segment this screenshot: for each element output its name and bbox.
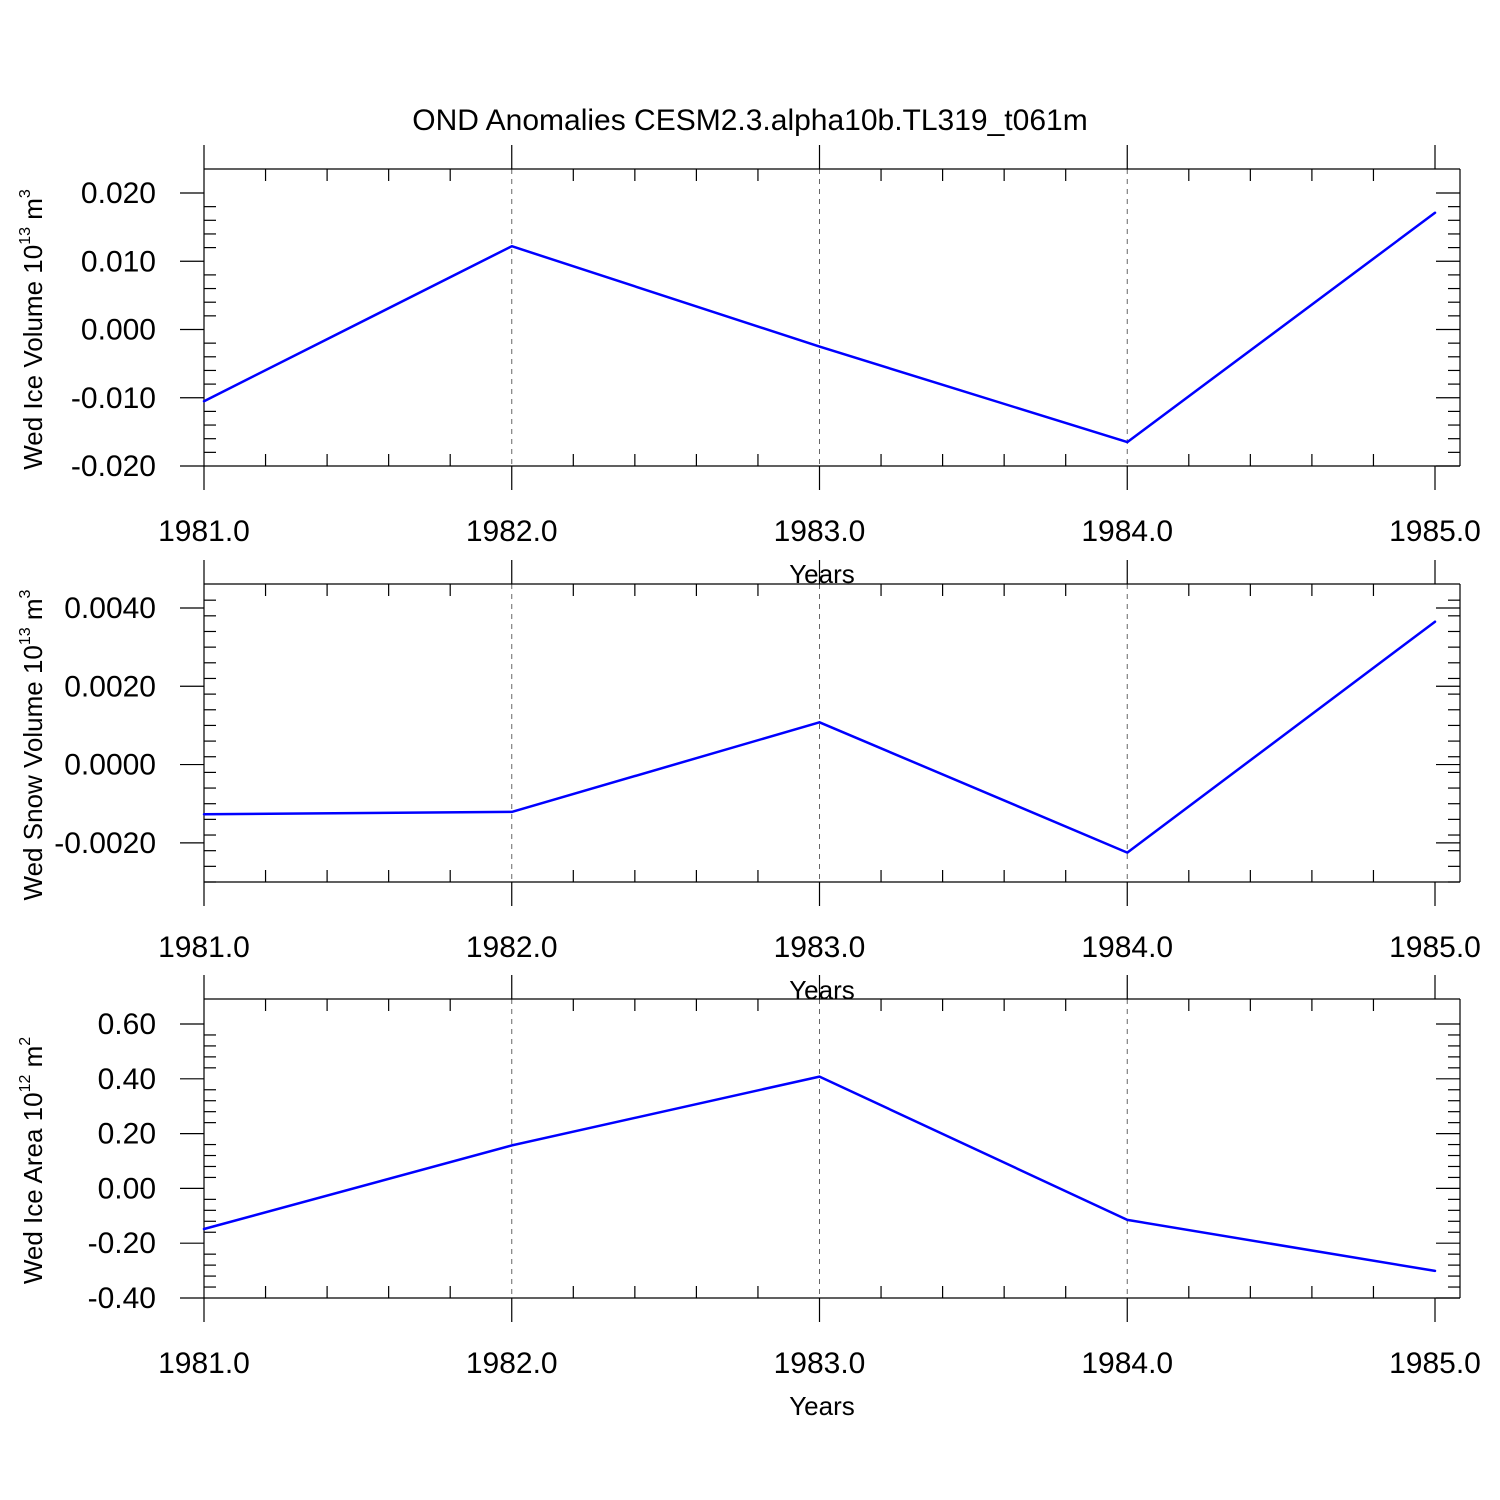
y-axis-label: Wed Snow Volume 1013 m3 — [17, 589, 48, 900]
x-tick-label: 1983.0 — [774, 515, 866, 548]
x-tick-label: 1981.0 — [158, 515, 250, 548]
series-line — [202, 620, 1437, 854]
x-tick-label: 1981.0 — [158, 1347, 250, 1380]
y-tick-label: 0.000 — [81, 314, 156, 347]
y-tick-label: 0.20 — [98, 1118, 156, 1151]
y-tick-label: 0.60 — [98, 1008, 156, 1041]
y-axis-label: Wed Ice Area 1012 m2 — [17, 1037, 48, 1284]
y-tick-label: 0.0040 — [64, 592, 156, 625]
y-tick-label: -0.0020 — [54, 827, 156, 860]
y-tick-label: 0.0020 — [64, 670, 156, 703]
y-tick-label: 0.00 — [98, 1172, 156, 1205]
x-tick-label: 1983.0 — [774, 1347, 866, 1380]
series-line — [202, 1075, 1437, 1273]
chart-panel-3: 1981.0 1982.0 1983.0 1984.0 1985.0 0.60 0.40 0.… — [17, 975, 1481, 1421]
figure-title: OND Anomalies CESM2.3.alpha10b.TL319_t06… — [412, 104, 1087, 137]
x-tick-label: 1982.0 — [466, 1347, 558, 1380]
x-tick-label: 1984.0 — [1081, 931, 1173, 964]
x-tick-label: 1981.0 — [158, 931, 250, 964]
chart-panels: 1981.0 1982.0 1983.0 1984.0 1985.0 0.020 0.010… — [17, 145, 1481, 1421]
x-axis-label: Years — [789, 1391, 855, 1421]
chart-panel-2: 1981.0 1982.0 1983.0 1984.0 1985.0 0.0040 0.00… — [17, 560, 1481, 1005]
chart-panel-1: 1981.0 1982.0 1983.0 1984.0 1985.0 0.020 0.010… — [17, 145, 1481, 589]
y-tick-label: 0.010 — [81, 245, 156, 278]
y-tick-label: -0.020 — [71, 450, 156, 483]
x-tick-label: 1983.0 — [774, 931, 866, 964]
x-tick-label: 1985.0 — [1389, 1347, 1481, 1380]
y-tick-label: 0.0000 — [64, 749, 156, 782]
x-tick-label: 1985.0 — [1389, 931, 1481, 964]
x-tick-label: 1982.0 — [466, 931, 558, 964]
y-tick-label: 0.020 — [81, 177, 156, 210]
x-axis-label: Years — [789, 975, 855, 1005]
y-tick-label: 0.40 — [98, 1063, 156, 1096]
series-line — [202, 211, 1437, 444]
y-axis-label: Wed Ice Volume 1013 m3 — [17, 189, 48, 470]
x-tick-label: 1984.0 — [1081, 1347, 1173, 1380]
y-tick-label: -0.40 — [88, 1282, 156, 1315]
x-tick-label: 1982.0 — [466, 515, 558, 548]
y-tick-label: -0.010 — [71, 382, 156, 415]
y-tick-label: -0.20 — [88, 1227, 156, 1260]
x-tick-label: 1985.0 — [1389, 515, 1481, 548]
x-tick-label: 1984.0 — [1081, 515, 1173, 548]
